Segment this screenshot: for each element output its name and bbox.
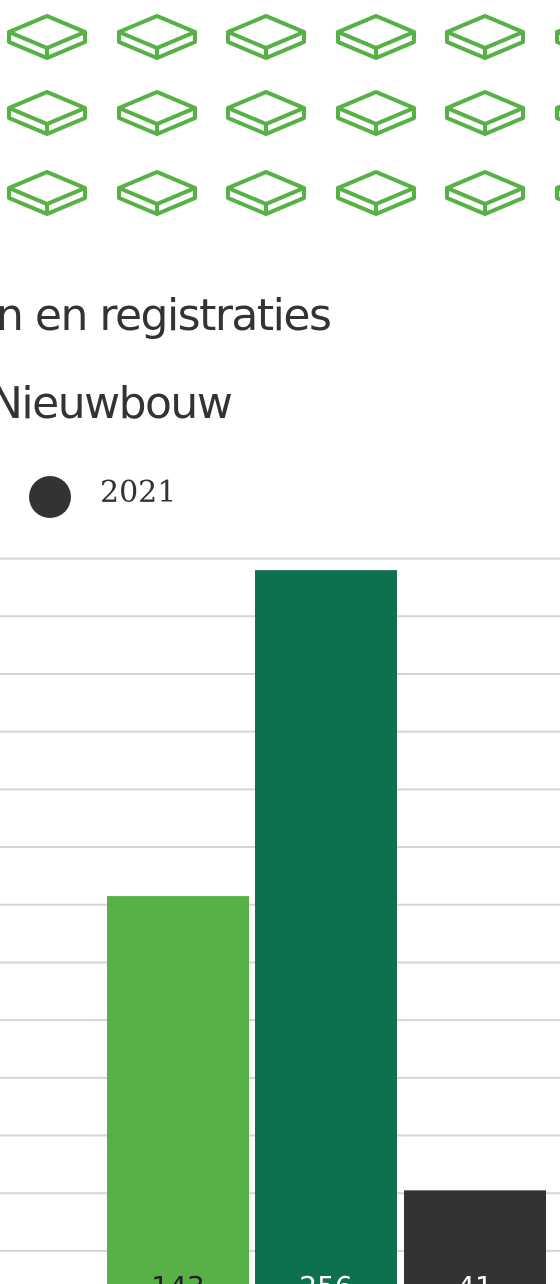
tile-icon	[445, 170, 525, 216]
tile-icon	[117, 14, 197, 60]
chart-title: n en registraties	[0, 290, 330, 341]
tile-icon	[226, 14, 306, 60]
decorative-tiles	[7, 14, 560, 216]
tile-icon	[7, 14, 87, 60]
tile-icon	[117, 170, 197, 216]
tile-icon	[7, 90, 87, 136]
bar-value-label: 143	[151, 1270, 204, 1284]
tile-icon	[226, 90, 306, 136]
tile-icon	[7, 170, 87, 216]
chart-subtitle: Nieuwbouw	[0, 378, 232, 429]
bar-value-label: 256	[299, 1270, 352, 1284]
tile-icon	[336, 170, 416, 216]
legend-label: 2021	[100, 475, 176, 510]
bar-value-label: 41	[457, 1270, 493, 1284]
tile-icon	[336, 90, 416, 136]
tile-icon	[445, 90, 525, 136]
plot: 2021 143 256 41	[0, 475, 560, 1284]
bar	[404, 1190, 546, 1284]
bar	[255, 570, 397, 1284]
legend-marker	[29, 476, 71, 518]
tile-icon	[445, 14, 525, 60]
tile-icon	[226, 170, 306, 216]
tile-icon	[117, 90, 197, 136]
tile-icon	[336, 14, 416, 60]
bar	[107, 896, 249, 1284]
